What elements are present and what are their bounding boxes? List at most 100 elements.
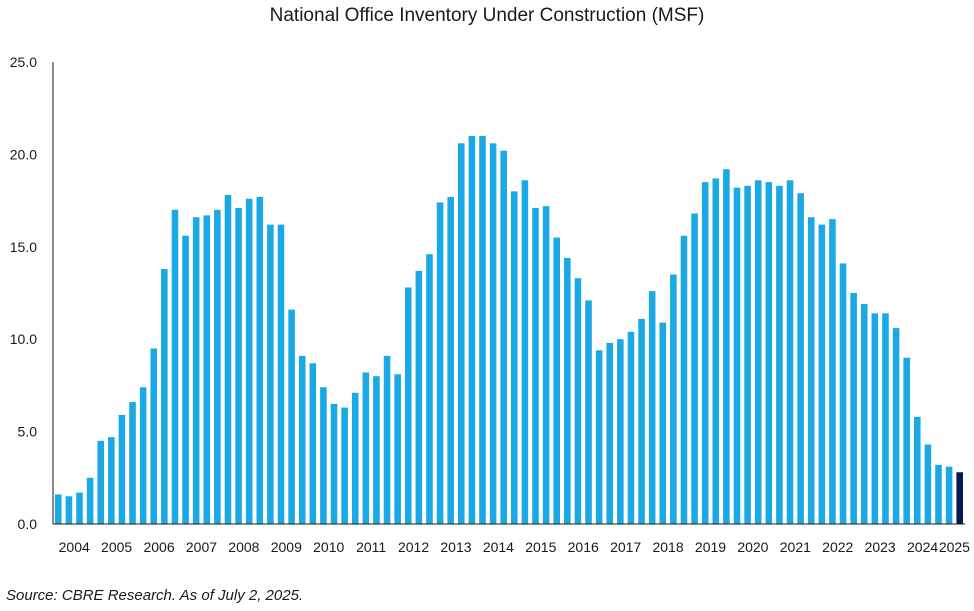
bar — [457, 143, 465, 524]
bar — [468, 135, 476, 525]
bar — [65, 496, 73, 524]
y-tick-label: 0.0 — [18, 516, 38, 532]
bar — [754, 180, 762, 524]
x-tick-label: 2016 — [568, 539, 599, 555]
bar — [447, 196, 454, 524]
bar — [288, 309, 295, 524]
bar — [574, 278, 582, 524]
x-tick-label: 2014 — [483, 539, 514, 555]
bar — [235, 207, 242, 525]
bar — [691, 213, 698, 525]
bar — [404, 287, 412, 524]
bar — [903, 357, 910, 524]
x-tick-label: 2018 — [652, 539, 683, 555]
bar — [627, 331, 635, 524]
x-tick-label: 2021 — [780, 539, 811, 555]
bar — [415, 270, 423, 524]
bar — [171, 209, 179, 524]
bar-highlighted — [956, 472, 963, 524]
x-tick-label: 2022 — [822, 539, 853, 555]
x-tick-label: 2017 — [610, 539, 641, 555]
x-tick-label: 2013 — [440, 539, 471, 555]
bar — [330, 403, 338, 524]
y-tick-label: 20.0 — [10, 146, 37, 162]
bar — [850, 293, 857, 524]
bar — [320, 387, 327, 524]
bar — [224, 195, 232, 524]
bar — [818, 224, 826, 524]
bar — [945, 466, 953, 524]
bar — [298, 355, 306, 524]
bar — [245, 198, 253, 524]
bar — [129, 402, 136, 524]
bar — [776, 185, 783, 524]
bar — [76, 492, 83, 524]
bar — [55, 494, 62, 524]
bar — [882, 313, 889, 524]
y-tick-label: 5.0 — [18, 424, 38, 440]
bar — [648, 291, 656, 524]
bar — [712, 178, 720, 525]
bar — [161, 268, 168, 524]
x-tick-label: 2004 — [59, 539, 90, 555]
x-tick-label: 2012 — [398, 539, 429, 555]
bar — [521, 180, 529, 524]
bar — [839, 263, 847, 524]
bar — [182, 235, 189, 524]
x-tick-label: 2015 — [525, 539, 556, 555]
bar — [267, 224, 274, 524]
bar — [659, 322, 667, 524]
bar — [86, 477, 94, 524]
x-tick-label: 2010 — [313, 539, 344, 555]
x-tick-label: 2024 — [907, 539, 938, 555]
x-tick-label: 2020 — [737, 539, 768, 555]
bar — [351, 392, 359, 524]
bar — [139, 387, 147, 524]
x-tick-label: 2019 — [695, 539, 726, 555]
bar — [97, 440, 104, 524]
bar — [479, 135, 486, 525]
source-note: Source: CBRE Research. As of July 2, 202… — [6, 587, 304, 604]
bar — [786, 180, 794, 524]
bar — [564, 257, 571, 524]
x-axis-ticks: 2004 2005 2006 2007 2008 2009 2010 2011 2012 2013… — [59, 539, 971, 555]
bar — [532, 207, 539, 525]
x-tick-label: 2008 — [228, 539, 259, 555]
chart-title: National Office Inventory Under Construc… — [270, 5, 705, 26]
bar — [489, 143, 497, 524]
x-tick-label: 2011 — [356, 539, 386, 555]
bar — [829, 219, 836, 524]
bar — [807, 217, 815, 525]
bar — [638, 318, 645, 524]
bar — [935, 464, 942, 524]
x-tick-label: 2006 — [143, 539, 174, 555]
bar — [765, 182, 773, 524]
bar — [723, 169, 730, 524]
x-tick-label: 2025 — [939, 539, 970, 555]
bar — [797, 193, 804, 524]
x-tick-label: 2009 — [271, 539, 302, 555]
bar — [309, 363, 317, 524]
bar — [744, 185, 751, 524]
bar — [383, 355, 391, 524]
bar — [913, 416, 921, 524]
bar — [542, 206, 550, 524]
bar — [373, 376, 380, 524]
bar — [924, 444, 932, 524]
bar — [150, 348, 158, 524]
bar — [606, 342, 614, 524]
bar — [511, 191, 518, 525]
bar — [426, 254, 433, 524]
bar — [701, 182, 709, 524]
bar — [192, 217, 200, 525]
bar — [860, 304, 868, 524]
bar — [256, 196, 264, 524]
bar — [670, 274, 677, 524]
y-tick-label: 15.0 — [10, 239, 37, 255]
bar — [500, 150, 507, 524]
bar — [871, 313, 879, 524]
bar — [585, 300, 592, 524]
x-tick-label: 2007 — [186, 539, 217, 555]
y-axis-ticks: 0.0 5.0 10.0 15.0 20.0 25.0 — [10, 54, 37, 532]
